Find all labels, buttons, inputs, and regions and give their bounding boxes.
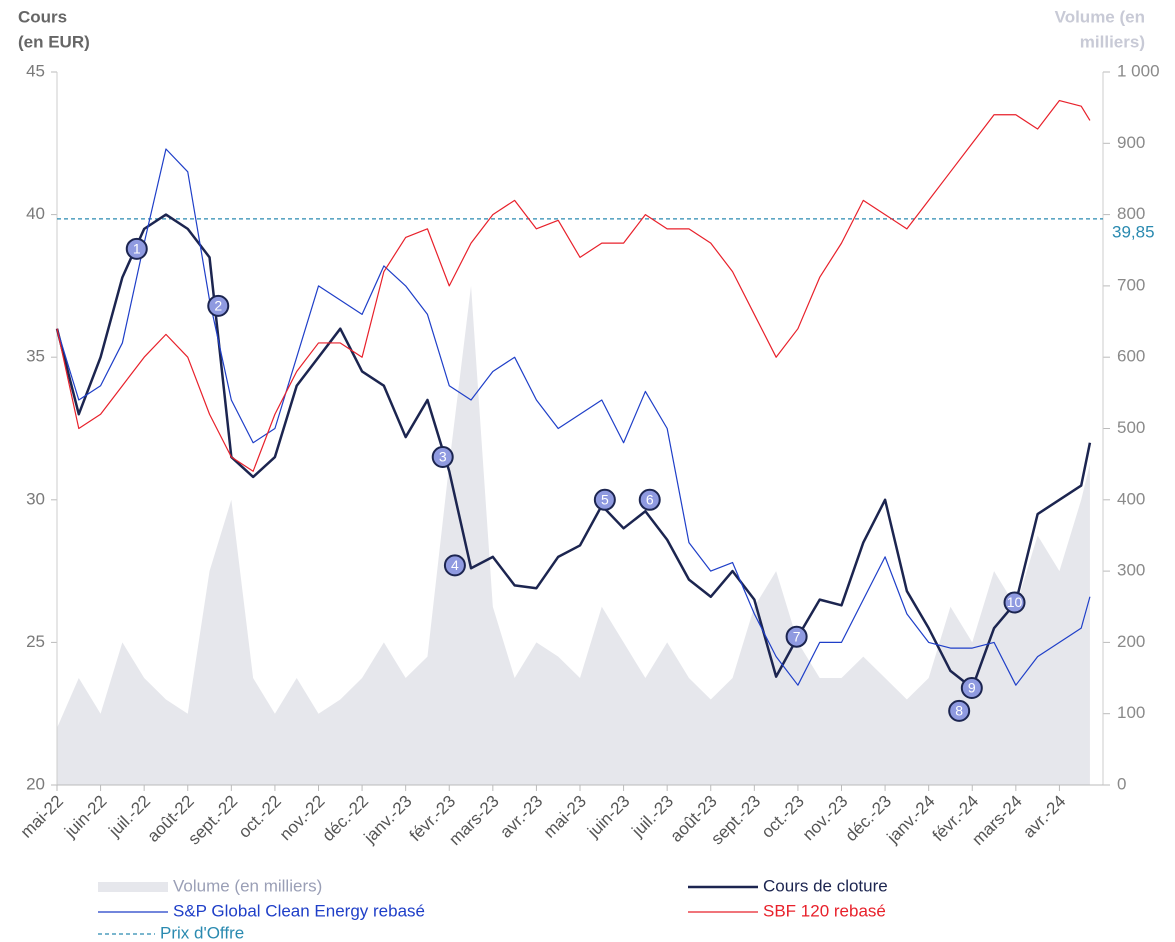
- y2-tick-label: 100: [1117, 703, 1145, 722]
- annotation-label: 4: [451, 557, 459, 573]
- x-tick-label: juin-23: [583, 792, 633, 842]
- y-tick-label: 45: [26, 61, 45, 80]
- y2-axis-title: Volume (en: [1055, 7, 1145, 26]
- x-tick-label: juin-22: [60, 792, 110, 842]
- annotation-label: 9: [968, 680, 976, 696]
- y-tick-label: 20: [26, 774, 45, 793]
- annotation-marker: [960, 677, 983, 700]
- x-tick-label: nov.-22: [276, 792, 329, 845]
- legend-label: Cours de cloture: [763, 876, 888, 895]
- annotation-marker: [1003, 591, 1026, 614]
- legend-label: S&P Global Clean Energy rebasé: [173, 901, 425, 920]
- x-tick-label: oct.-23: [758, 792, 808, 842]
- x-tick-label: oct.-22: [235, 792, 285, 842]
- annotation-marker: [593, 488, 616, 511]
- y2-tick-label: 700: [1117, 275, 1145, 294]
- y-tick-label: 30: [26, 489, 45, 508]
- offer-label: 39,85: [1112, 222, 1155, 241]
- annotation-marker: [125, 237, 148, 260]
- annotation-marker: [785, 625, 808, 648]
- annotation-label: 5: [601, 492, 609, 508]
- y-axis-title: Cours: [18, 7, 67, 26]
- legend-label: Prix d'Offre: [160, 923, 244, 942]
- y2-axis-title: milliers): [1080, 32, 1145, 51]
- x-tick-label: mai-23: [540, 792, 590, 842]
- legend-label: Volume (en milliers): [173, 876, 322, 895]
- x-tick-label: nov.-23: [799, 792, 852, 845]
- annotation-marker: [431, 446, 454, 469]
- volume-area: [57, 285, 1090, 785]
- annotation-label: 2: [214, 298, 222, 314]
- y2-tick-label: 400: [1117, 489, 1145, 508]
- x-tick-label: sept.-23: [707, 792, 764, 849]
- annotation-label: 1: [133, 241, 141, 257]
- series-line: [56, 99, 1091, 472]
- y2-tick-label: 300: [1117, 561, 1145, 580]
- annotation-label: 6: [646, 492, 654, 508]
- y2-tick-label: 900: [1117, 133, 1145, 152]
- x-tick-label: janv.-23: [360, 792, 416, 848]
- y2-tick-label: 200: [1117, 632, 1145, 651]
- x-tick-label: sept.-22: [184, 792, 241, 849]
- y2-tick-label: 1 000: [1117, 61, 1160, 80]
- y-tick-label: 40: [26, 204, 45, 223]
- y-axis-title: (en EUR): [18, 32, 90, 51]
- annotation-label: 8: [955, 703, 963, 719]
- x-tick-label: janv.-24: [883, 792, 939, 848]
- legend-label: SBF 120 rebasé: [763, 901, 886, 920]
- series-line: [56, 148, 1091, 686]
- y2-tick-label: 0: [1117, 774, 1126, 793]
- y-tick-label: 25: [26, 632, 45, 651]
- annotation-marker: [443, 554, 466, 577]
- annotation-label: 7: [793, 628, 801, 644]
- annotation-marker: [948, 699, 971, 722]
- annotation-label: 3: [439, 449, 447, 465]
- y2-tick-label: 800: [1117, 204, 1145, 223]
- y2-tick-label: 500: [1117, 418, 1145, 437]
- x-tick-label: avr.-24: [1019, 792, 1069, 842]
- y-tick-label: 35: [26, 347, 45, 366]
- annotation-marker: [207, 294, 230, 317]
- x-tick-label: avr.-23: [496, 792, 546, 842]
- x-tick-label: mai-22: [17, 792, 67, 842]
- annotation-marker: [638, 488, 661, 511]
- annotation-label: 10: [1007, 594, 1023, 610]
- y2-tick-label: 600: [1117, 347, 1145, 366]
